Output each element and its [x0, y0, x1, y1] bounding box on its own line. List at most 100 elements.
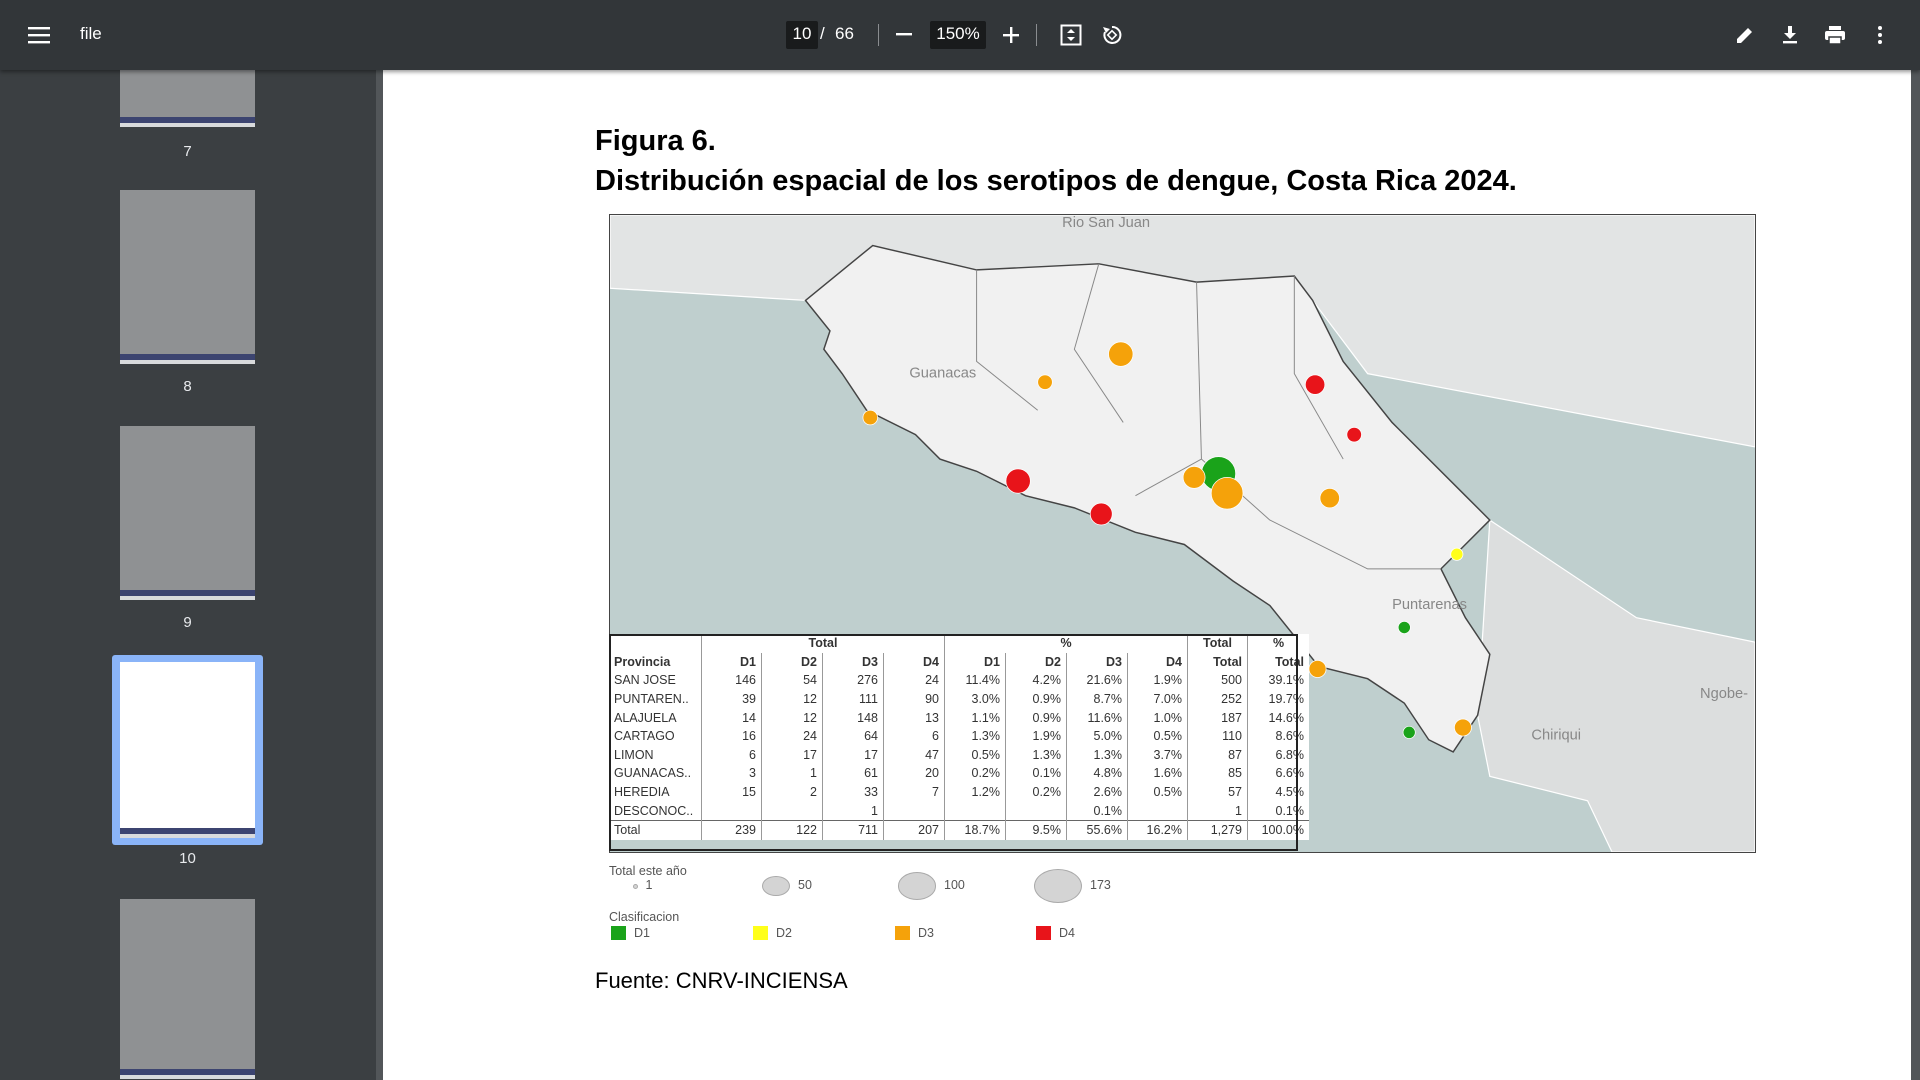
fit-page-button[interactable] — [1060, 24, 1082, 46]
class-swatch — [1036, 926, 1051, 940]
table-cell: 11.4% — [945, 671, 1006, 690]
column-header: D3 — [823, 653, 884, 672]
table-cell: 146 — [702, 671, 762, 690]
table-cell: 87 — [1188, 746, 1248, 765]
thumbnail-sidebar: 7 8 9 10 — [0, 70, 376, 1080]
table-cell: 47 — [884, 746, 945, 765]
table-cell: 0.5% — [945, 746, 1006, 765]
page-thumbnail[interactable] — [120, 426, 255, 600]
table-cell: PUNTAREN.. — [609, 690, 702, 709]
annotate-button[interactable] — [1735, 25, 1755, 45]
download-button[interactable] — [1781, 25, 1799, 45]
more-button[interactable] — [1876, 25, 1884, 45]
table-cell: 148 — [823, 708, 884, 727]
table-cell: 17 — [823, 746, 884, 765]
table-cell: 711 — [823, 820, 884, 839]
zoom-out-button[interactable] — [896, 33, 912, 37]
table-cell: 500 — [1188, 671, 1248, 690]
print-button[interactable] — [1824, 25, 1846, 45]
table-cell: 15 — [702, 783, 762, 802]
table-cell: SAN JOSE — [609, 671, 702, 690]
table-cell: Total — [609, 820, 702, 839]
column-header: Provincia — [609, 653, 702, 672]
table-cell: 0.9% — [1006, 690, 1067, 709]
table-cell: 3.0% — [945, 690, 1006, 709]
table-cell: 57 — [1188, 783, 1248, 802]
table-cell: 187 — [1188, 708, 1248, 727]
table-cell: 110 — [1188, 727, 1248, 746]
class-swatch — [611, 926, 626, 940]
table-cell: 1.3% — [1067, 746, 1128, 765]
table-header: ProvinciaD1D2D3D4D1D2D3D4TotalTotal — [609, 653, 1309, 672]
table-row: SAN JOSE146542762411.4%4.2%21.6%1.9%5003… — [609, 671, 1309, 690]
table-cell: 1.3% — [1006, 746, 1067, 765]
size-symbol — [633, 884, 638, 889]
table-cell: CARTAGO — [609, 727, 702, 746]
table-cell: 21.6% — [1067, 671, 1128, 690]
table-cell: 90 — [884, 690, 945, 709]
table-cell — [1006, 801, 1067, 820]
table-cell: 7 — [884, 783, 945, 802]
table-cell: 0.5% — [1128, 727, 1188, 746]
page-thumbnail[interactable] — [120, 662, 255, 838]
table-cell: 5.0% — [1067, 727, 1128, 746]
table-cell: 0.9% — [1006, 708, 1067, 727]
table-cell: 252 — [1188, 690, 1248, 709]
column-header: Total — [1248, 653, 1310, 672]
page-count: 66 — [835, 24, 854, 44]
table-cell: 61 — [823, 764, 884, 783]
zoom-level[interactable]: 150% — [930, 24, 986, 44]
class-swatch — [895, 926, 910, 940]
table-cell: 0.2% — [1006, 783, 1067, 802]
class-label: D4 — [1059, 926, 1075, 940]
table-cell: 1 — [823, 801, 884, 820]
table-cell: 6 — [884, 727, 945, 746]
table-cell: 54 — [762, 671, 823, 690]
class-label: D2 — [776, 926, 792, 940]
table-cell: 111 — [823, 690, 884, 709]
legend-title: Clasificacion — [609, 910, 679, 924]
table-row: CARTAGO16246461.3%1.9%5.0%0.5%1108.6% — [609, 727, 1309, 746]
table-cell: ALAJUELA — [609, 708, 702, 727]
table-cell: 4.2% — [1006, 671, 1067, 690]
class-swatch — [753, 926, 768, 940]
column-header: D1 — [945, 653, 1006, 672]
table-row: PUNTAREN..3912111903.0%0.9%8.7%7.0%25219… — [609, 690, 1309, 709]
column-header: D3 — [1067, 653, 1128, 672]
size-label: 50 — [798, 878, 812, 892]
table-cell: 1.9% — [1128, 671, 1188, 690]
page-thumbnail[interactable] — [120, 70, 255, 127]
page-thumbnail[interactable] — [120, 899, 255, 1079]
zoom-in-button[interactable] — [1003, 27, 1019, 43]
table-cell: 12 — [762, 690, 823, 709]
page-number[interactable]: 10 — [790, 24, 814, 44]
page-separator: / — [820, 24, 825, 44]
group-header: Total — [702, 634, 945, 653]
group-header: % — [1248, 634, 1310, 653]
table-cell: 1,279 — [1188, 820, 1248, 839]
table-cell — [609, 634, 702, 653]
menu-button[interactable] — [28, 25, 52, 45]
table-cell: 100.0% — [1248, 820, 1310, 839]
column-header: D1 — [702, 653, 762, 672]
table-cell: 20 — [884, 764, 945, 783]
table-cell: 3.7% — [1128, 746, 1188, 765]
table-cell: 276 — [823, 671, 884, 690]
page-thumbnail[interactable] — [120, 190, 255, 364]
column-header: Total — [1188, 653, 1248, 672]
table-cell: 1.2% — [945, 783, 1006, 802]
table-cell: 39.1% — [1248, 671, 1310, 690]
table-cell: 8.7% — [1067, 690, 1128, 709]
table-cell: 0.1% — [1067, 801, 1128, 820]
table-cell: HEREDIA — [609, 783, 702, 802]
table-cell — [884, 801, 945, 820]
table-cell: 8.6% — [1248, 727, 1310, 746]
separator — [1036, 24, 1037, 46]
table-row: ALAJUELA1412148131.1%0.9%11.6%1.0%18714.… — [609, 708, 1309, 727]
toolbar: file 10 / 66 150% — [0, 0, 1920, 70]
rotate-button[interactable] — [1101, 24, 1123, 46]
thumbnail-label: 7 — [120, 143, 255, 160]
table-cell: LIMON — [609, 746, 702, 765]
table-cell: 16 — [702, 727, 762, 746]
table-group-header: Total%Total% — [609, 634, 1309, 653]
